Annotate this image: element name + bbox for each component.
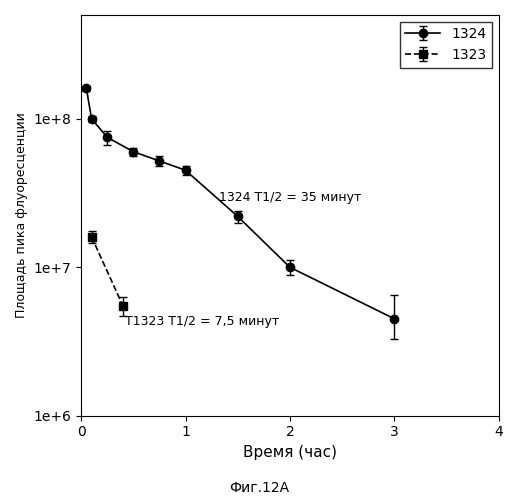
Text: Фиг.12А: Фиг.12А (229, 481, 289, 495)
Legend: 1324, 1323: 1324, 1323 (399, 22, 492, 68)
Y-axis label: Площадь пика флуоресценции: Площадь пика флуоресценции (15, 112, 28, 318)
Text: 1324 T1/2 = 35 минут: 1324 T1/2 = 35 минут (219, 191, 361, 204)
X-axis label: Время (час): Время (час) (243, 445, 337, 460)
Text: T1323 T1/2 = 7,5 минут: T1323 T1/2 = 7,5 минут (125, 314, 279, 328)
